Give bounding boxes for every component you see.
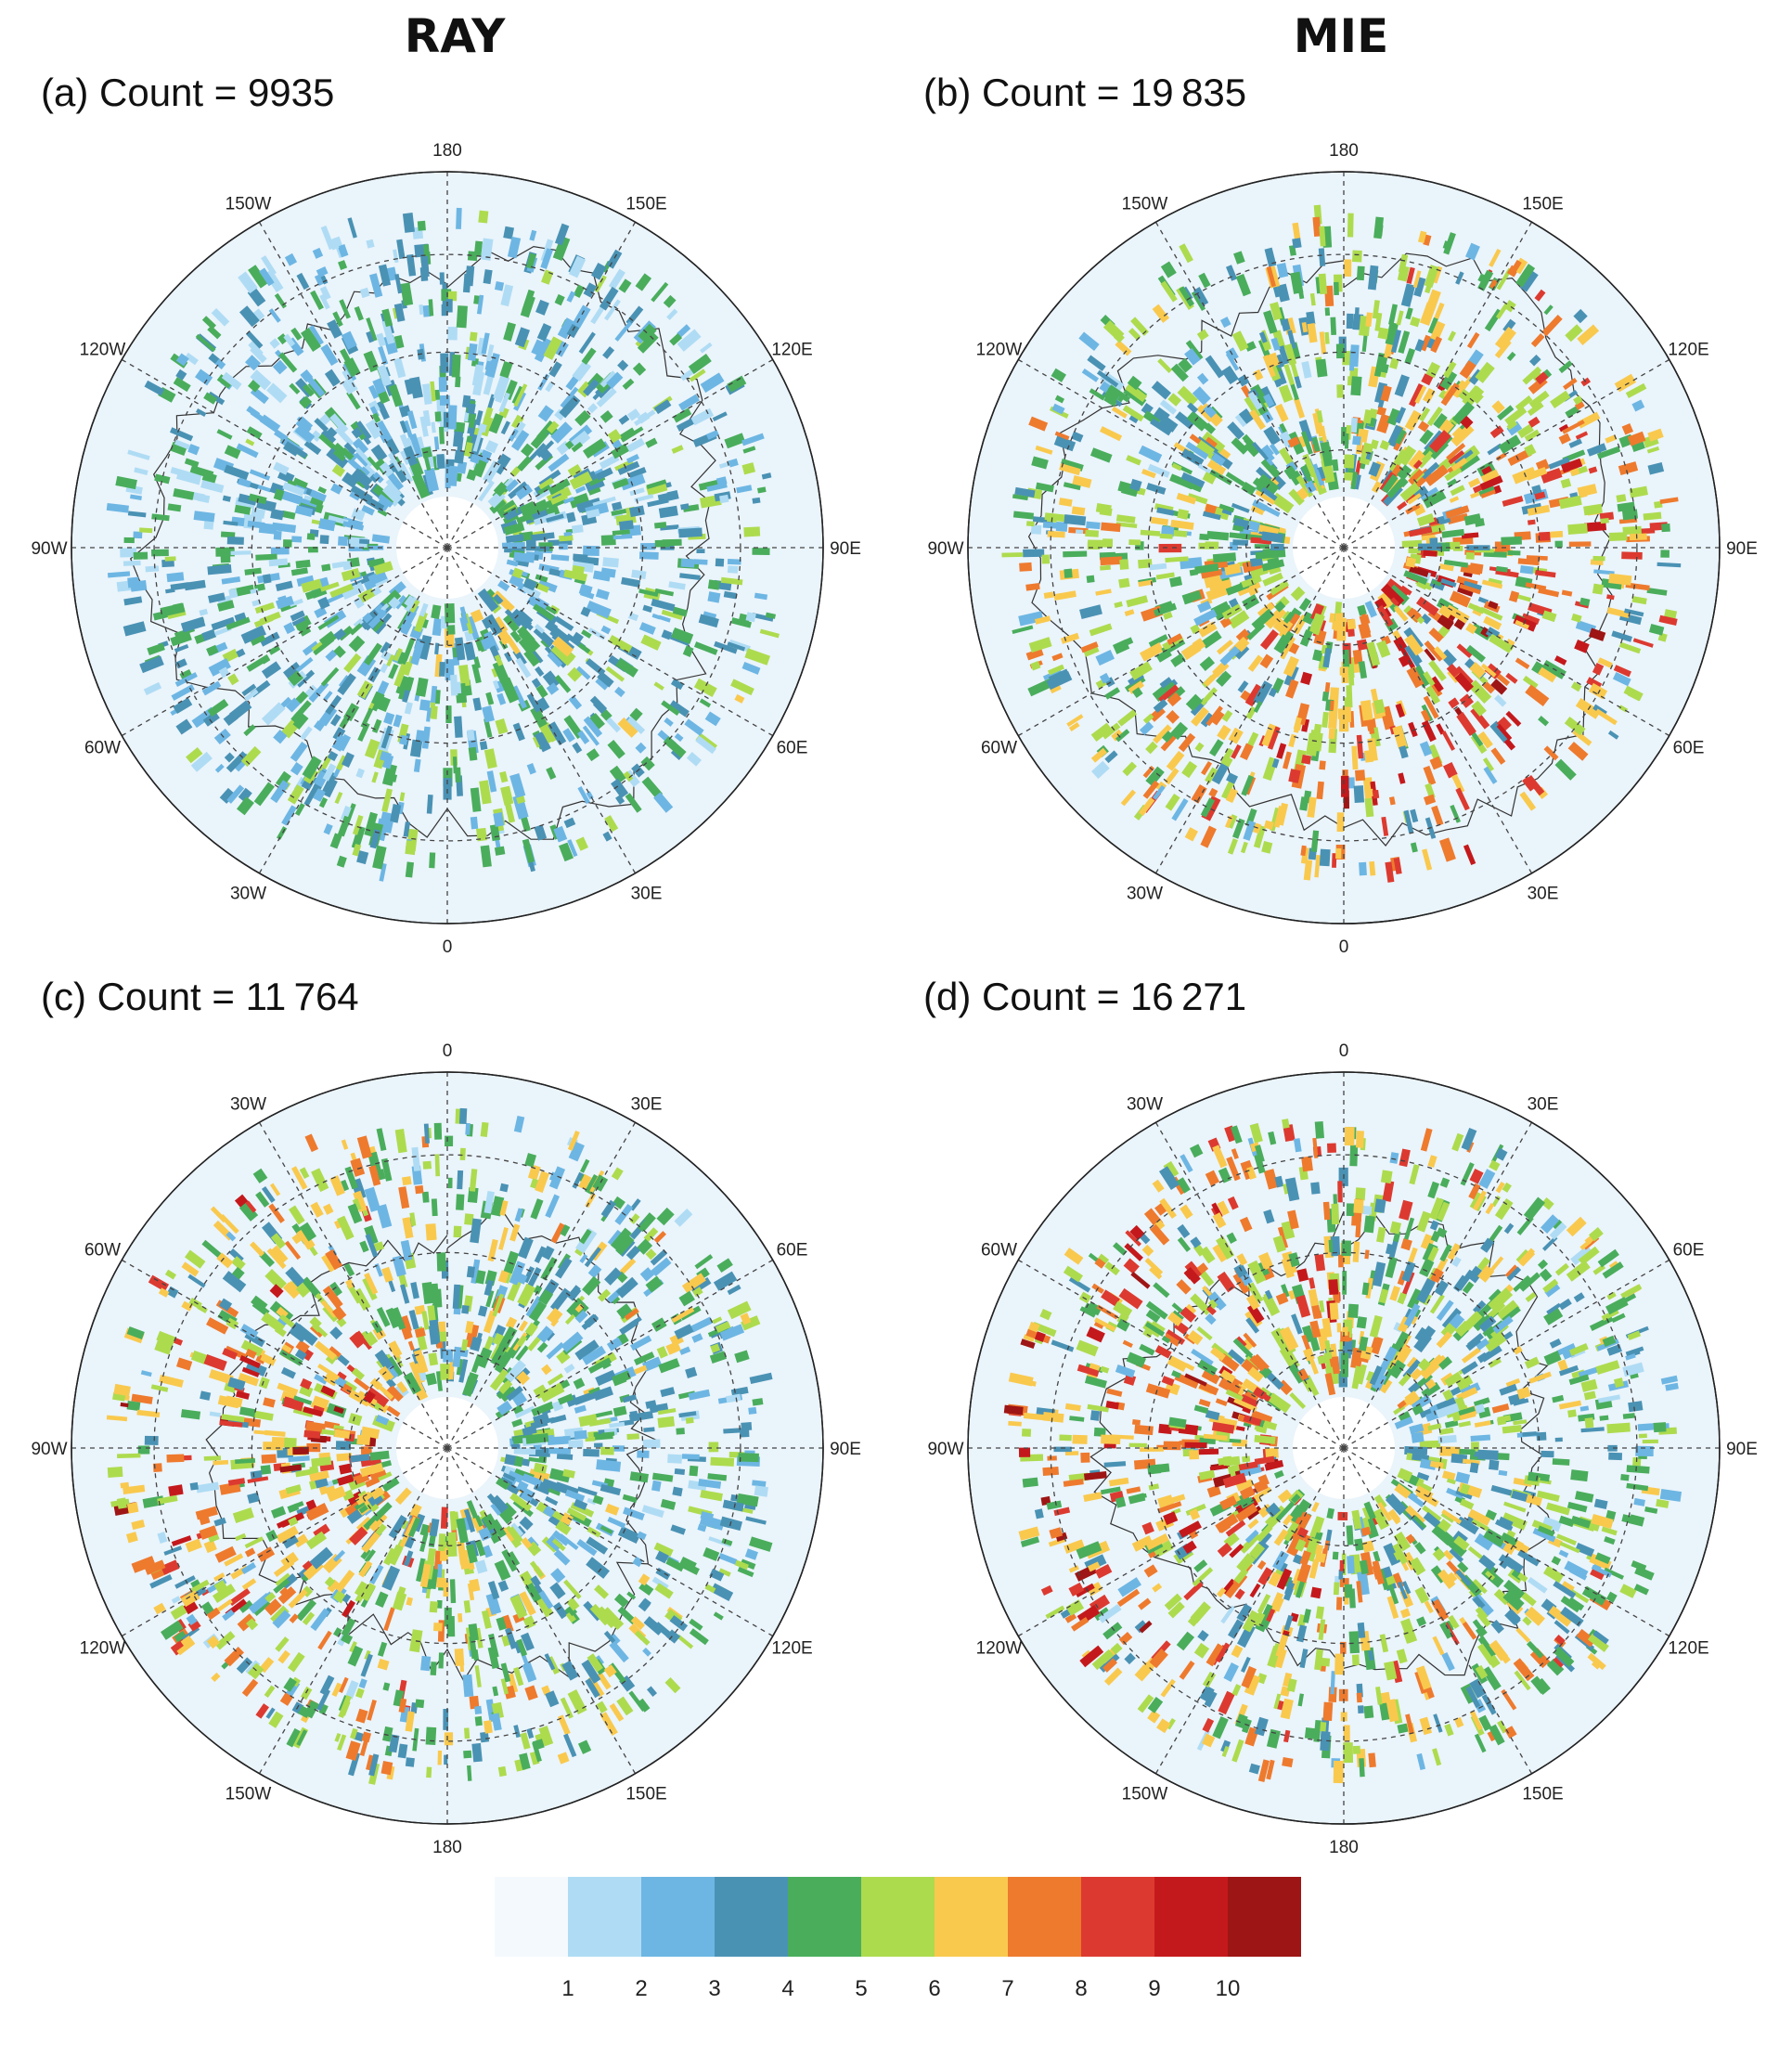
lon-label-top: 180 <box>1329 141 1359 161</box>
lon-label-lb: 60W <box>84 739 121 758</box>
colorbar-swatch-6 <box>935 1877 1008 1957</box>
lon-label-top: 0 <box>1339 1041 1349 1061</box>
colorbar-svg: 1 2 3 4 5 6 7 8 9 10 <box>0 1866 1792 2051</box>
colorbar-swatch-0 <box>495 1877 568 1957</box>
panel-a-label: (a) Count = 9935 <box>41 71 334 115</box>
lon-label-bottom: 0 <box>443 937 453 956</box>
colorbar-tick-label: 9 <box>1148 1976 1160 2001</box>
colorbar-swatch-4 <box>788 1877 861 1957</box>
lon-label-br: 150E <box>625 1785 666 1804</box>
lon-label-left: 90W <box>31 1440 67 1459</box>
colorbar-swatch-1 <box>568 1877 641 1957</box>
lon-label-bl: 30W <box>1127 885 1163 904</box>
lon-label-tr: 150E <box>1522 195 1563 214</box>
lon-label-rt: 120E <box>771 341 812 360</box>
lon-label-bl: 30W <box>230 885 266 904</box>
colorbar-swatch-9 <box>1154 1877 1228 1957</box>
colorbar: 1 2 3 4 5 6 7 8 9 10 <box>0 1866 1792 2051</box>
map-svg-c: 0 30E 60E 90E 120E 150E 180 150W 120W 90W 60W 30W <box>0 1040 896 1856</box>
map-svg-a: 180 150E 120E 90E 60E 30E 0 30W 60W 90W 120W 150W <box>0 139 896 956</box>
lon-label-bl: 150W <box>226 1785 272 1804</box>
lon-label-tl: 150W <box>226 195 272 214</box>
colorbar-tick-label: 5 <box>855 1976 867 2001</box>
lon-label-left: 90W <box>927 1440 963 1459</box>
lon-label-rb: 60E <box>1673 739 1705 758</box>
colorbar-swatch-7 <box>1008 1877 1081 1957</box>
panel-c-label: (c) Count = 11 764 <box>41 975 359 1019</box>
panel-d-label: (d) Count = 16 271 <box>923 975 1246 1019</box>
lon-label-bottom: 0 <box>1339 937 1349 956</box>
polar-map-panel-d: 0 30E 60E 90E 120E 150E 180 150W 120W 90W 60W 30W <box>896 1040 1792 1856</box>
lon-label-right: 90E <box>1726 539 1758 559</box>
lon-label-bottom: 180 <box>432 1838 462 1856</box>
lon-label-lt: 120W <box>976 341 1023 360</box>
map-svg-b: 180 150E 120E 90E 60E 30E 0 30W 60W 90W 120W 150W <box>896 139 1792 956</box>
colorbar-tick-label: 6 <box>928 1976 940 2001</box>
colorbar-tick-label: 4 <box>781 1976 793 2001</box>
lon-label-rb: 120E <box>771 1639 812 1659</box>
colorbar-tick-label: 8 <box>1075 1976 1087 2001</box>
polar-map-panel-b: 180 150E 120E 90E 60E 30E 0 30W 60W 90W 120W 150W <box>896 139 1792 956</box>
lon-label-right: 90E <box>1726 1440 1758 1459</box>
lon-label-rb: 60E <box>777 739 808 758</box>
lon-label-top: 180 <box>432 141 462 161</box>
column-heading-ray: RAY <box>269 9 640 63</box>
colorbar-tick-label: 1 <box>561 1976 574 2001</box>
colorbar-tick-label: 2 <box>635 1976 647 2001</box>
column-heading-mie: MIE <box>1155 9 1527 63</box>
lon-label-bottom: 180 <box>1329 1838 1359 1856</box>
lon-label-top: 0 <box>443 1041 453 1061</box>
lon-label-lt: 60W <box>981 1241 1017 1261</box>
lon-label-lt: 120W <box>80 341 126 360</box>
lon-label-br: 30E <box>1528 885 1559 904</box>
colorbar-tick-label: 10 <box>1216 1976 1241 2001</box>
lon-label-lb: 120W <box>80 1639 126 1659</box>
colorbar-swatch-5 <box>861 1877 935 1957</box>
lon-label-rt: 120E <box>1668 341 1708 360</box>
lon-label-tl: 150W <box>1122 195 1168 214</box>
lon-label-rt: 60E <box>1673 1241 1705 1261</box>
polar-map-panel-c: 0 30E 60E 90E 120E 150E 180 150W 120W 90W 60W 30W <box>0 1040 896 1856</box>
panel-b-label: (b) Count = 19 835 <box>923 71 1246 115</box>
lon-label-br: 150E <box>1522 1785 1563 1804</box>
colorbar-swatch-8 <box>1081 1877 1154 1957</box>
lon-label-right: 90E <box>830 539 861 559</box>
lon-label-lt: 60W <box>84 1241 121 1261</box>
lon-label-tr: 30E <box>1528 1095 1559 1115</box>
map-svg-d: 0 30E 60E 90E 120E 150E 180 150W 120W 90W 60W 30W <box>896 1040 1792 1856</box>
lon-label-rb: 120E <box>1668 1639 1708 1659</box>
colorbar-swatch-2 <box>641 1877 715 1957</box>
lon-label-right: 90E <box>830 1440 861 1459</box>
colorbar-tick-label: 3 <box>708 1976 720 2001</box>
colorbar-tick-label: 7 <box>1001 1976 1013 2001</box>
lon-label-tl: 30W <box>230 1095 266 1115</box>
lon-label-left: 90W <box>31 539 67 559</box>
lon-label-rt: 60E <box>777 1241 808 1261</box>
lon-label-tl: 30W <box>1127 1095 1163 1115</box>
lon-label-lb: 120W <box>976 1639 1023 1659</box>
lon-label-tr: 150E <box>625 195 666 214</box>
lon-label-lb: 60W <box>981 739 1017 758</box>
colorbar-swatch-10 <box>1228 1877 1301 1957</box>
lon-label-bl: 150W <box>1122 1785 1168 1804</box>
lon-label-br: 30E <box>631 885 663 904</box>
polar-map-panel-a: 180 150E 120E 90E 60E 30E 0 30W 60W 90W 120W 150W <box>0 139 896 956</box>
lon-label-left: 90W <box>927 539 963 559</box>
lon-label-tr: 30E <box>631 1095 663 1115</box>
colorbar-swatch-3 <box>715 1877 788 1957</box>
